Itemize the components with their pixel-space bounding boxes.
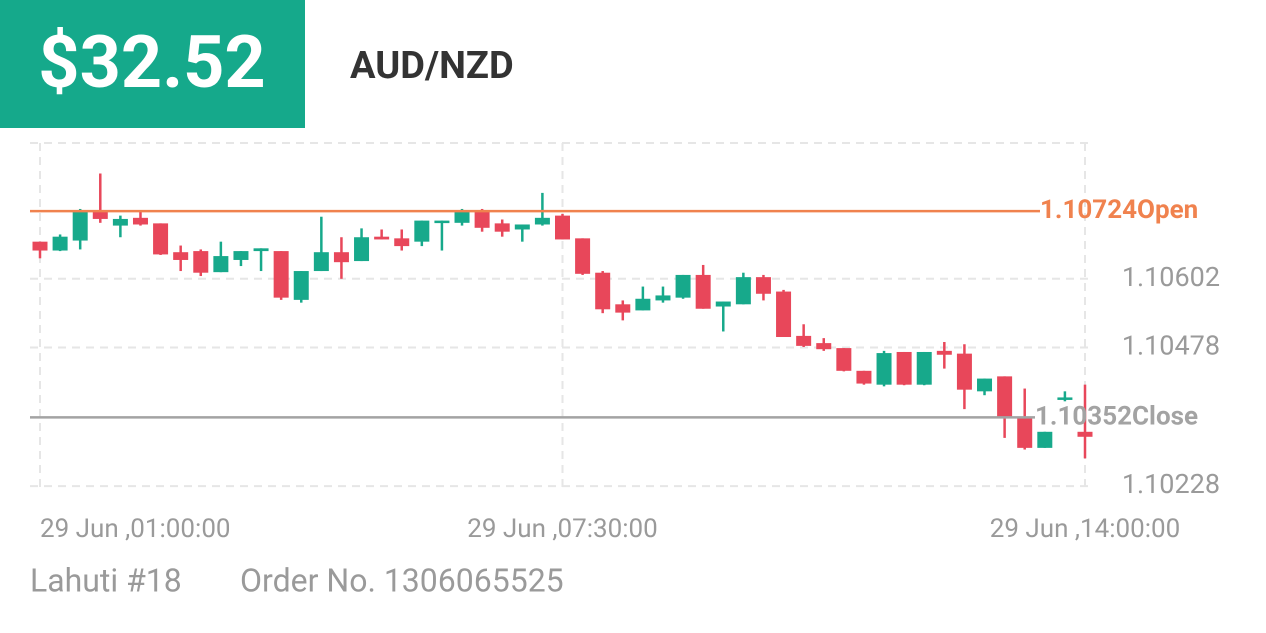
candle-body [494,223,510,232]
candle-body [715,301,731,307]
candle-body [253,248,269,252]
candle-body [132,217,148,225]
candle-body [1017,417,1033,448]
candle-body [153,223,169,255]
candle-body [555,215,570,240]
account: Lahuti #18 [30,561,182,599]
chart: 29 Jun ,01:00:00 29 Jun ,07:30:00 29 Jun ,… [30,142,1220,544]
candle-body [193,251,209,273]
candle-body [374,236,390,240]
reference-name: Open [1137,195,1198,225]
candle-body [394,238,410,247]
profit-badge [0,0,305,128]
reference-label: 1.10724Open [1040,195,1198,225]
candle-body [977,378,993,392]
candle-body [273,251,289,298]
candle-body [313,252,329,272]
x-tick-label: 29 Jun ,07:30:00 [467,514,658,544]
candle-body [635,298,651,311]
symbol: AUD/NZD [350,44,514,88]
candle-body [816,343,832,350]
candle-body [112,218,128,226]
x-tick-label: 29 Jun ,01:00:00 [40,514,231,544]
candle-body [575,238,591,274]
candle-body [454,210,470,223]
candle-body [856,370,872,384]
y-tick-label: 1.10228 [1122,468,1220,500]
candle-body [213,256,229,273]
candle-body [474,210,490,228]
candle-body [72,210,88,241]
candle-body [333,252,349,263]
candle-body [595,272,611,310]
candle-body [735,277,751,305]
candle-body [434,220,450,224]
candle-body [675,274,691,298]
candle-body [655,295,671,301]
reference-value: 1.10352 [1035,401,1132,431]
candle-body [354,237,370,262]
candle-body [755,277,771,294]
reference-label: 1.10352Close [1035,401,1198,431]
candle-body [534,217,550,225]
candle-body [615,304,631,313]
candle-body [836,348,852,371]
candle-body [233,251,249,260]
reference-name: Close [1132,401,1198,431]
candle-body [796,335,812,346]
candle-body [32,241,48,251]
candle-body [514,224,530,230]
candle-body [414,220,430,242]
candle-body [1037,431,1053,448]
candle-body [1077,431,1093,437]
x-tick-label: 29 Jun ,14:00:00 [990,514,1181,544]
candle-body [1057,397,1073,400]
candle-body [293,271,309,300]
candle-body [876,353,892,385]
candle-body [936,350,952,355]
candle-body [92,210,108,219]
y-tick-label: 1.10602 [1122,261,1220,293]
candle-body [173,252,189,260]
reference-value: 1.10724 [1040,195,1137,225]
candle-body [776,291,792,338]
candle-body [695,274,711,309]
y-tick-label: 1.10478 [1122,330,1220,362]
candle-body [916,351,932,385]
candle-body [956,353,972,390]
candle-body [997,376,1013,417]
order-number: Order No. 1306065525 [240,561,564,599]
candle-body [52,236,68,251]
candle-body [896,351,912,385]
profit: $32.52 [38,20,265,105]
